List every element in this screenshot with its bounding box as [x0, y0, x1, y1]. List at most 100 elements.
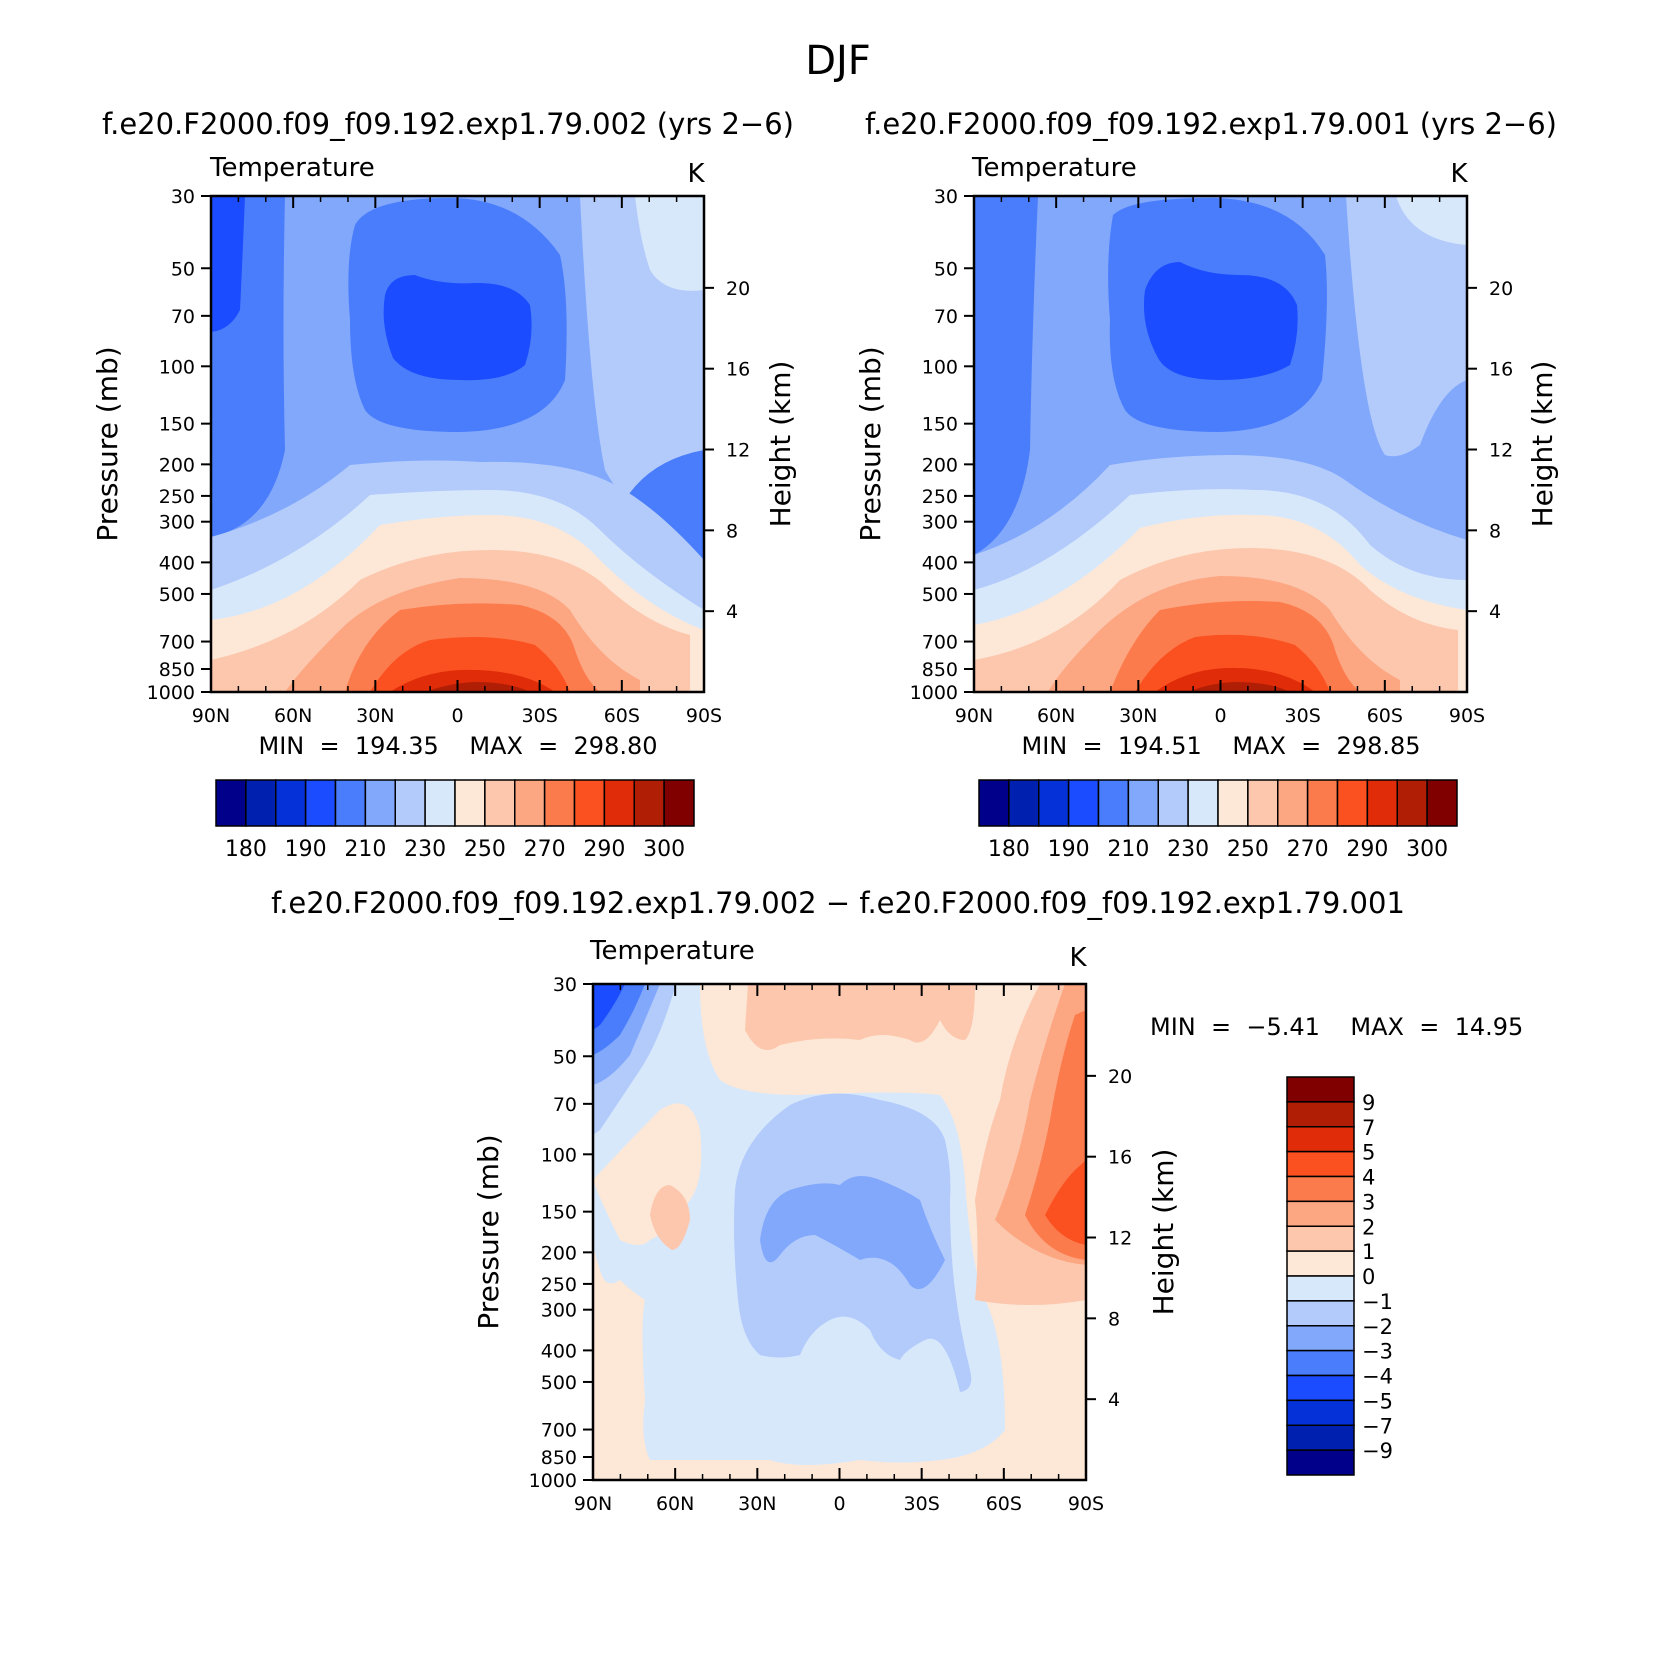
- y-tick-label: 400: [159, 552, 195, 574]
- colorbar-swatch: [1286, 1225, 1355, 1252]
- colorbar-swatch: [1157, 779, 1189, 827]
- colorbar-label: 290: [1346, 837, 1388, 862]
- colorbar-label: 9: [1362, 1091, 1375, 1115]
- x-tick-label: 90N: [192, 705, 230, 727]
- y2-tick-label: 20: [726, 278, 750, 300]
- contour-field: [593, 984, 1086, 1480]
- y-tick-label: 700: [159, 632, 195, 654]
- y-tick-label: 100: [541, 1144, 577, 1166]
- y-tick-label: 30: [171, 186, 195, 208]
- contour-band: [745, 984, 975, 1050]
- y2-tick-label: 8: [1108, 1308, 1120, 1330]
- contour-band: [1396, 196, 1467, 245]
- colorbar-label: 300: [643, 837, 685, 862]
- panel-top-left: f.e20.F2000.f09_f09.192.exp1.79.002 (yrs…: [91, 107, 797, 862]
- y2-tick-label: 16: [1108, 1147, 1132, 1169]
- axes: 90N 60N 30N 0 30S 60S 90S 30 50 70 100 150 200 250 300…: [910, 186, 1514, 727]
- colorbar-label: 2: [1362, 1215, 1375, 1239]
- colorbar-swatch: [1038, 779, 1070, 827]
- colorbar-label: 250: [464, 837, 506, 862]
- colorbar-swatch: [633, 779, 665, 827]
- colorbar-swatch: [1286, 1300, 1355, 1327]
- y-tick-label: 150: [541, 1202, 577, 1224]
- x-tick-label: 60S: [986, 1493, 1022, 1515]
- y-tick-label: 150: [159, 414, 195, 436]
- contour-band: [425, 682, 530, 692]
- colorbar-label: 270: [524, 837, 566, 862]
- colorbar-swatch: [1396, 779, 1428, 827]
- colorbar-swatch: [1097, 779, 1130, 827]
- colorbar-swatch: [573, 779, 606, 827]
- colorbar-swatch: [1426, 779, 1458, 827]
- stats-label: MIN = 194.51 MAX = 298.85: [1021, 732, 1420, 760]
- colorbar-label: 190: [1048, 837, 1090, 862]
- y-tick-label: 200: [541, 1242, 577, 1264]
- case-title: f.e20.F2000.f09_f09.192.exp1.79.002 − f.…: [271, 886, 1405, 920]
- y-tick-label: 30: [934, 186, 958, 208]
- contour-band: [635, 196, 704, 291]
- y2-axis-label: Height (km): [764, 361, 797, 528]
- variable-label: Temperature: [209, 153, 375, 183]
- colorbar-swatch: [424, 779, 456, 827]
- colorbar-swatch: [1217, 779, 1249, 827]
- y2-tick-label: 8: [726, 520, 738, 542]
- colorbar-swatch: [1286, 1175, 1355, 1203]
- colorbar-swatch: [454, 779, 486, 827]
- panel-difference: f.e20.F2000.f09_f09.192.exp1.79.002 − f.…: [271, 886, 1523, 1515]
- contour-band: [1155, 667, 1315, 692]
- contour-band: [1346, 196, 1467, 457]
- colorbar-swatch: [1247, 779, 1279, 827]
- y-tick-label: 850: [541, 1447, 577, 1469]
- colorbar-swatch: [1286, 1399, 1355, 1426]
- contour-band: [1188, 682, 1290, 692]
- colorbar-label: −2: [1362, 1315, 1393, 1339]
- colorbar-label: 7: [1362, 1116, 1375, 1140]
- colorbar-label: −7: [1362, 1414, 1393, 1438]
- colorbar-swatch: [245, 779, 277, 827]
- contour-band: [211, 196, 245, 332]
- stats-label: MIN = −5.41 MAX = 14.95: [1150, 1013, 1523, 1041]
- colorbar-label: 4: [1362, 1166, 1375, 1190]
- y-tick-label: 50: [934, 258, 958, 280]
- colorbar-label: 180: [988, 837, 1030, 862]
- x-tick-label: 60S: [604, 705, 640, 727]
- y-tick-label: 70: [171, 306, 195, 328]
- colorbar-label: 230: [1167, 837, 1209, 862]
- y-tick-label: 50: [171, 258, 195, 280]
- colorbar-swatch: [543, 779, 576, 827]
- colorbar-swatch: [1286, 1200, 1355, 1227]
- y2-tick-label: 12: [1489, 440, 1513, 462]
- contour-band: [650, 1185, 690, 1250]
- axes: 90N 60N 30N 0 30S 60S 90S 30 50 70 100 150 200 250 300…: [529, 974, 1133, 1515]
- axes: 90N 60N 30N 0 30S 60S 90S 30 50 70 100 150 200 250 300…: [147, 186, 751, 727]
- y-tick-label: 250: [541, 1274, 577, 1296]
- x-tick-label: 30N: [738, 1493, 776, 1515]
- x-tick-label: 60N: [656, 1493, 694, 1515]
- colorbar-label: 250: [1227, 837, 1269, 862]
- colorbar-label: 300: [1406, 837, 1448, 862]
- x-tick-label: 90N: [574, 1493, 612, 1515]
- colorbar-label: −3: [1362, 1340, 1393, 1364]
- y-tick-label: 300: [159, 512, 195, 534]
- y-tick-label: 50: [553, 1046, 577, 1068]
- stats-label: MIN = 194.35 MAX = 298.80: [258, 732, 657, 760]
- contour-field: [211, 196, 704, 692]
- units-label: K: [687, 159, 705, 189]
- y-tick-label: 700: [922, 632, 958, 654]
- y-tick-label: 500: [541, 1372, 577, 1394]
- y2-tick-label: 16: [726, 359, 750, 381]
- x-tick-label: 60S: [1367, 705, 1403, 727]
- x-tick-label: 30N: [1119, 705, 1157, 727]
- case-title: f.e20.F2000.f09_f09.192.exp1.79.002 (yrs…: [102, 107, 794, 141]
- contour-band: [760, 1176, 945, 1290]
- y-tick-label: 200: [159, 454, 195, 476]
- y-tick-label: 200: [922, 454, 958, 476]
- colorbar-label: −1: [1362, 1290, 1393, 1314]
- colorbar-swatch: [1286, 1076, 1355, 1103]
- contour-band: [974, 196, 1038, 555]
- colorbar: 180 190 210 230 250 270 290 300: [215, 779, 695, 862]
- colorbar-swatch: [1366, 779, 1398, 827]
- y-tick-label: 300: [541, 1300, 577, 1322]
